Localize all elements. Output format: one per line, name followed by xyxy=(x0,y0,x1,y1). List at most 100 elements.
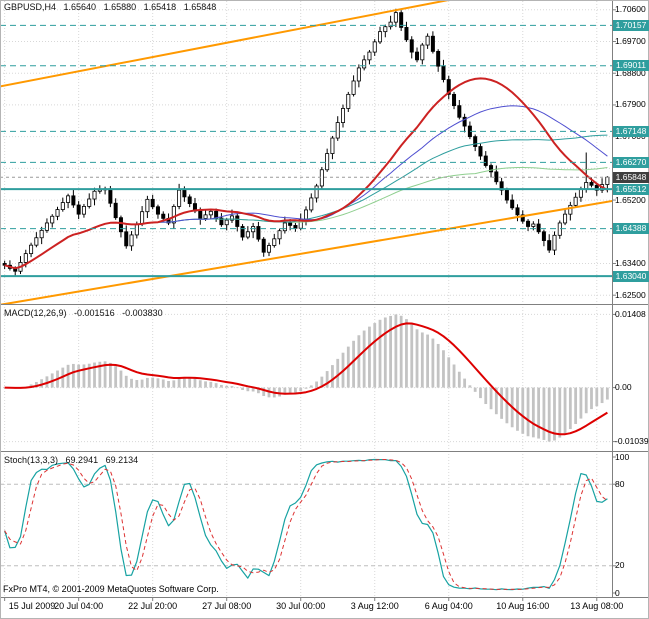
candle xyxy=(515,204,520,222)
macd-bar xyxy=(309,385,313,388)
stoch-name: Stoch(13,3,3) xyxy=(4,455,59,465)
macd-bar xyxy=(71,363,75,388)
price-axis-label: 1.63400 xyxy=(615,257,646,268)
macd-bar xyxy=(172,380,176,388)
candle xyxy=(383,24,388,38)
macd-bar xyxy=(590,387,593,410)
price-axis-label: 1.68800 xyxy=(615,67,646,78)
candle xyxy=(60,197,65,212)
gridlines xyxy=(0,1,612,597)
macd-bar xyxy=(473,387,477,392)
candle xyxy=(536,219,541,234)
candle xyxy=(245,226,250,240)
macd-bar xyxy=(336,358,340,388)
macd-bar xyxy=(66,364,70,388)
time-axis-label: 30 Jul 00:00 xyxy=(276,601,326,611)
candle xyxy=(113,198,118,220)
candle xyxy=(325,148,330,172)
candle xyxy=(425,33,430,49)
candle xyxy=(261,237,266,257)
candle xyxy=(29,242,34,258)
macd-bar xyxy=(579,387,583,419)
candle xyxy=(81,203,86,218)
macd-bar xyxy=(463,378,467,388)
candle xyxy=(399,10,404,31)
candle xyxy=(314,183,319,203)
candle xyxy=(415,47,420,63)
upper-trendline[interactable] xyxy=(0,0,649,92)
macd-bar xyxy=(315,381,318,388)
candle xyxy=(277,228,282,245)
macd-bar xyxy=(479,387,482,399)
macd-bar xyxy=(489,387,493,410)
macd-bar xyxy=(77,364,81,388)
candle xyxy=(39,226,44,245)
candle xyxy=(430,31,435,54)
time-axis-label: 15 Jul 2009 xyxy=(8,601,56,611)
macd-bar xyxy=(568,387,572,430)
macd-bar xyxy=(505,387,509,424)
macd-bar xyxy=(563,387,567,434)
candle xyxy=(436,49,441,72)
candle xyxy=(446,75,451,100)
macd-bar xyxy=(352,340,355,388)
candle xyxy=(319,166,324,190)
macd-bar xyxy=(246,387,250,392)
macd-bar xyxy=(399,315,403,388)
macd-bar xyxy=(378,319,382,388)
macd-bar xyxy=(108,362,112,388)
stoch-indicator-label: Stoch(13,3,3) 69.2941 69.2134 xyxy=(4,455,143,465)
stoch-axis-label: 80 xyxy=(615,478,625,489)
candle xyxy=(499,177,504,196)
macd-bar xyxy=(389,315,392,388)
macd-bar xyxy=(542,387,546,440)
macd-bar xyxy=(484,387,488,405)
stoch-axis-label: 0 xyxy=(615,587,620,598)
price-axis-label: 1.65200 xyxy=(615,194,646,205)
price-axis-label: 1.67900 xyxy=(615,99,646,110)
main-plot-layer xyxy=(0,0,649,310)
candle xyxy=(208,209,213,220)
lower-trendline[interactable] xyxy=(0,193,649,310)
macd-bar xyxy=(130,378,133,388)
candle xyxy=(504,187,509,204)
candle xyxy=(547,234,552,253)
macd-bar xyxy=(283,387,287,395)
macd-bar xyxy=(452,364,456,388)
candle xyxy=(367,49,372,65)
candle xyxy=(452,91,457,110)
candle xyxy=(66,193,71,209)
candle xyxy=(219,213,224,227)
macd-bar xyxy=(436,343,440,388)
candle xyxy=(266,242,271,257)
macd-bar xyxy=(103,361,107,388)
candle xyxy=(404,21,409,42)
candle xyxy=(50,214,55,228)
candle xyxy=(372,39,377,56)
macd-bar xyxy=(278,387,281,397)
candle xyxy=(346,91,351,112)
candle xyxy=(573,192,578,208)
macd-bar xyxy=(410,323,414,388)
macd-bar xyxy=(145,377,149,388)
macd-bar xyxy=(188,377,192,388)
macd-bar xyxy=(225,385,229,388)
candle xyxy=(378,26,383,44)
chart-header: GBPUSD,H4 1.65640 1.65880 1.65418 1.6584… xyxy=(4,2,221,12)
macd-bar xyxy=(516,387,519,431)
macd-bar xyxy=(595,387,599,407)
macd-bar xyxy=(600,387,604,404)
macd-bar xyxy=(547,387,551,442)
candle xyxy=(409,36,414,59)
macd-bar xyxy=(394,314,398,388)
macd-bar xyxy=(420,332,424,388)
macd-bar xyxy=(294,387,297,393)
macd-bar xyxy=(161,379,165,388)
candle xyxy=(563,208,568,226)
macd-bar xyxy=(214,383,218,388)
candles-layer xyxy=(2,8,610,277)
